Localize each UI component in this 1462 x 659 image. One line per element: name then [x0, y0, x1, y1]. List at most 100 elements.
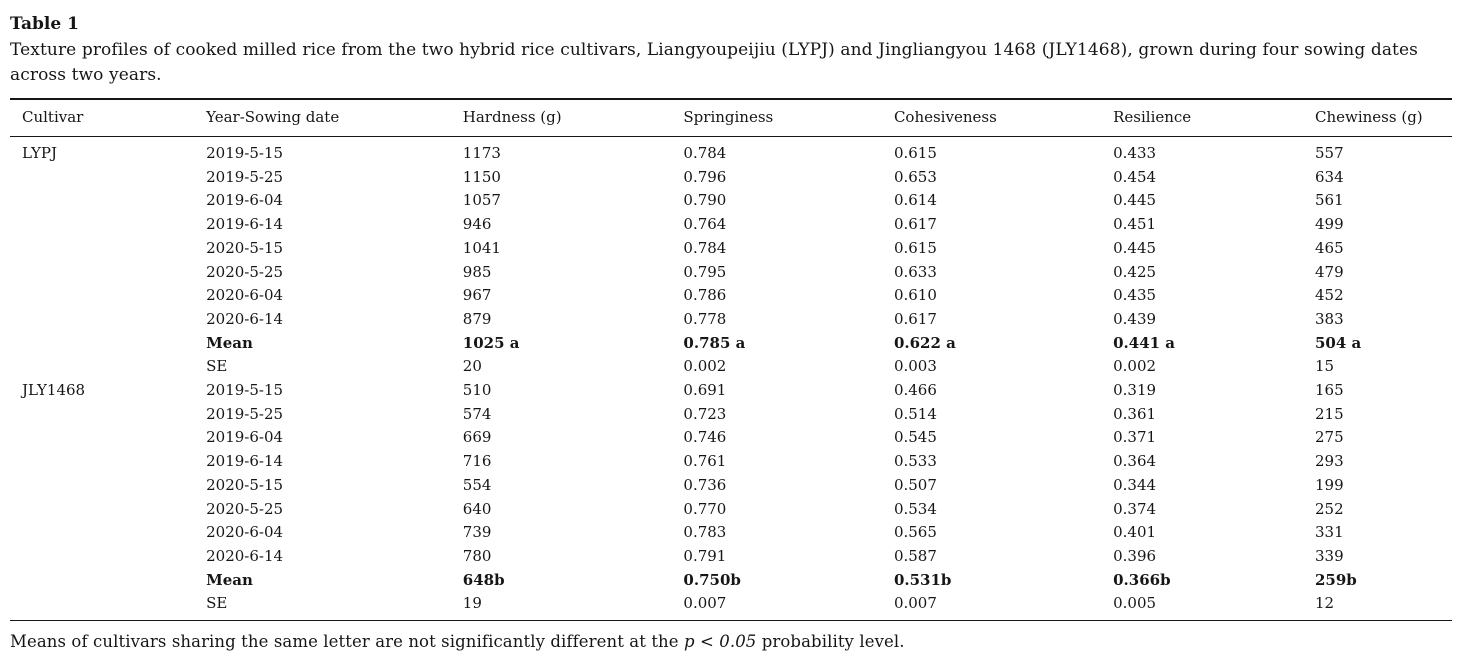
cell-row-label: 2019-5-25 [206, 167, 284, 186]
cell-value: 0.614 [893, 191, 937, 210]
cell-cultivar [10, 284, 206, 308]
cell-value: 0.401 [1113, 523, 1157, 542]
cell-value: 215 [1314, 404, 1344, 423]
cell-value: 259b [1314, 570, 1357, 589]
cell-value: 0.344 [1113, 475, 1157, 494]
cell-row-label: 2019-5-25 [206, 404, 284, 423]
cell-cultivar [10, 261, 206, 285]
cell-value: 0.784 [683, 144, 727, 162]
cell-value: 0.007 [683, 594, 727, 613]
cell-row-label: 2019-6-04 [206, 191, 284, 210]
cell-value: 0.003 [893, 357, 937, 376]
cell-value: 716 [462, 452, 492, 471]
cell-value: 0.454 [1113, 167, 1157, 186]
cell-cultivar [10, 213, 206, 237]
cell-value: 0.007 [893, 594, 937, 613]
cell-value: 0.783 [683, 523, 727, 542]
cell-value: 0.796 [683, 167, 727, 186]
cell-value: 0.750b [683, 570, 741, 589]
table-row: 2019-5-25 574 0.723 0.514 0.361 215 [10, 403, 1452, 427]
cell-cultivar [10, 569, 206, 593]
cell-value: 554 [462, 475, 492, 494]
cell-value: 0.691 [683, 381, 727, 400]
table-label: Table 1 [10, 14, 79, 34]
cell-value: 967 [462, 286, 492, 305]
cell-value: 574 [462, 404, 492, 423]
cell-value: 0.795 [683, 262, 727, 281]
cell-value: 510 [462, 381, 492, 400]
table-row: 2019-5-25 1150 0.796 0.653 0.454 634 [10, 166, 1452, 190]
cell-value: 0.746 [683, 428, 727, 447]
cell-value: 12 [1314, 594, 1335, 613]
cell-value: 0.507 [893, 475, 937, 494]
cell-value: 0.425 [1113, 262, 1157, 281]
cell-value: 0.761 [683, 452, 727, 471]
table-row: Mean 648b 0.750b 0.531b 0.366b 259b [10, 569, 1452, 593]
cell-row-label: 2020-6-14 [206, 309, 284, 328]
cell-value: 0.615 [893, 238, 937, 257]
table-row: 2019-6-14 716 0.761 0.533 0.364 293 [10, 450, 1452, 474]
cell-value: 0.723 [683, 404, 727, 423]
cell-value: 0.617 [893, 309, 937, 328]
cell-value: 383 [1314, 309, 1344, 328]
cell-value: 0.445 [1113, 191, 1157, 210]
cell-value: 0.364 [1113, 452, 1157, 471]
cell-value: 0.451 [1113, 215, 1157, 234]
cell-value: 0.785 a [683, 333, 746, 352]
cell-row-label: 2019-6-14 [206, 452, 284, 471]
cell-value: 0.736 [683, 475, 727, 494]
cell-value: 0.633 [893, 262, 937, 281]
cell-value: 0.622 a [893, 333, 956, 352]
cell-value: 19 [462, 594, 482, 613]
table-row: 2020-5-25 985 0.795 0.633 0.425 479 [10, 261, 1452, 285]
cell-value: 669 [462, 428, 492, 447]
cell-value: 0.610 [893, 286, 937, 305]
cell-row-label: 2019-5-15 [206, 144, 284, 162]
cell-value: 634 [1314, 167, 1344, 186]
cell-value: 0.617 [893, 215, 937, 234]
cell-row-label: 2020-5-25 [206, 262, 284, 281]
cell-value: 504 a [1314, 333, 1362, 352]
cell-cultivar [10, 592, 206, 620]
table-row: 2019-6-04 669 0.746 0.545 0.371 275 [10, 426, 1452, 450]
cell-value: 0.534 [893, 499, 937, 518]
cell-value: 1173 [462, 144, 501, 162]
cell-cultivar [10, 308, 206, 332]
cell-value: 331 [1314, 523, 1344, 542]
table-row: SE 19 0.007 0.007 0.005 12 [10, 592, 1452, 620]
cell-value: 0.790 [683, 191, 727, 210]
table-row: LYPJ 2019-5-15 1173 0.784 0.615 0.433 557 [10, 137, 1452, 166]
cell-value: 0.545 [893, 428, 937, 447]
cell-row-label: 2020-5-25 [206, 499, 284, 518]
table-row: 2020-6-14 780 0.791 0.587 0.396 339 [10, 545, 1452, 569]
cell-value: 0.319 [1113, 381, 1157, 400]
footnote-text-suffix: probability level. [756, 632, 905, 652]
cell-value: 0.764 [683, 215, 727, 234]
cell-row-label: 2020-6-04 [206, 523, 284, 542]
cell-value: 1057 [462, 191, 501, 210]
column-header-sowing-date: Year-Sowing date [206, 99, 463, 137]
column-header-hardness: Hardness (g) [462, 99, 684, 137]
cell-value: 780 [462, 546, 492, 565]
cell-value: 293 [1314, 452, 1344, 471]
cell-cultivar [10, 189, 206, 213]
cell-cultivar [10, 450, 206, 474]
cell-row-label: Mean [206, 570, 253, 589]
cell-value: 0.439 [1113, 309, 1157, 328]
table-row: 2020-5-15 1041 0.784 0.615 0.445 465 [10, 237, 1452, 261]
footnote-significance-level: p < 0.05 [683, 632, 757, 652]
cell-cultivar [10, 545, 206, 569]
cell-row-label: 2019-6-04 [206, 428, 284, 447]
cell-value: 0.587 [893, 546, 937, 565]
cell-value: 0.778 [683, 309, 727, 328]
table-footnote: Means of cultivars sharing the same lett… [10, 630, 1452, 653]
table-row: 2019-6-04 1057 0.790 0.614 0.445 561 [10, 189, 1452, 213]
cell-value: 0.441 a [1113, 333, 1176, 352]
cell-value: 0.514 [893, 404, 937, 423]
table-row: 2020-6-14 879 0.778 0.617 0.439 383 [10, 308, 1452, 332]
table-header-row: Cultivar Year-Sowing date Hardness (g) S… [10, 99, 1452, 137]
cell-value: 479 [1314, 262, 1344, 281]
cell-value: 465 [1314, 238, 1344, 257]
cell-value: 0.371 [1113, 428, 1157, 447]
